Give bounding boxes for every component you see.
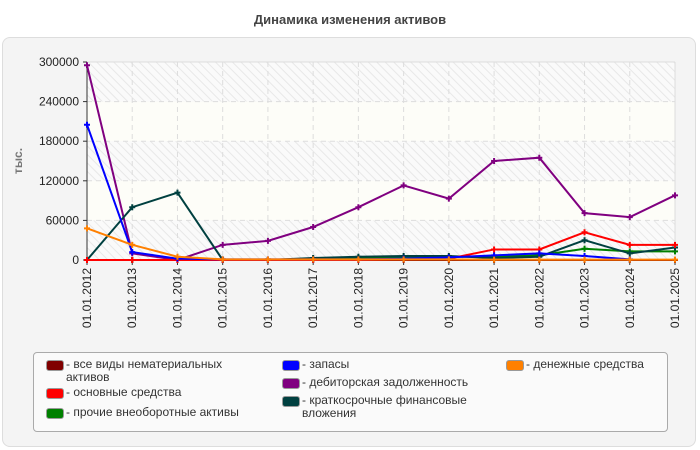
y-tick-label: 120000 — [39, 174, 79, 188]
data-point — [84, 62, 90, 69]
legend-label: - все виды нематериальных активов — [66, 357, 223, 384]
x-tick-label: 01.01.2018 — [351, 268, 365, 328]
data-point — [400, 256, 407, 263]
data-point — [491, 256, 498, 263]
data-point — [174, 189, 181, 196]
x-tick-label: 01.01.2021 — [487, 268, 501, 328]
x-tick-label: 01.01.2015 — [216, 268, 230, 328]
data-point — [536, 154, 543, 161]
y-axis-label: тыс. — [11, 148, 25, 174]
x-tick-label: 01.01.2023 — [578, 268, 592, 328]
x-tick-label: 01.01.2024 — [623, 268, 637, 328]
legend-label: - основные средства — [66, 385, 182, 399]
plot-band — [87, 141, 675, 181]
x-tick-label: 01.01.2019 — [397, 268, 411, 328]
legend-label: - дебиторская задолженность — [302, 375, 469, 389]
data-point — [536, 250, 543, 257]
legend-label: - краткосрочные финансовые вложения — [302, 393, 467, 420]
plot-band — [87, 62, 675, 102]
data-point — [672, 192, 678, 199]
y-tick-label: 0 — [72, 253, 79, 267]
legend-swatch — [282, 396, 300, 407]
plot-band — [87, 101, 675, 142]
data-point — [626, 256, 633, 263]
legend-swatch — [282, 378, 300, 389]
data-point — [581, 237, 588, 244]
legend-item: - запасы — [282, 358, 507, 371]
data-point — [581, 256, 588, 263]
y-tick-label: 300000 — [39, 55, 79, 69]
legend-label: - прочие внеоборотные активы — [66, 405, 239, 419]
data-point — [84, 257, 90, 263]
legend-swatch — [46, 360, 64, 371]
x-tick-label: 01.01.2014 — [170, 268, 184, 328]
y-tick-label: 180000 — [39, 134, 79, 148]
data-point — [84, 225, 90, 232]
data-point — [129, 241, 136, 248]
data-point — [445, 256, 452, 263]
legend: - все виды нематериальных активов - основ… — [33, 352, 668, 432]
series-6 — [84, 225, 678, 263]
data-point — [219, 241, 226, 248]
data-point — [219, 256, 226, 263]
legend-swatch — [46, 408, 64, 419]
x-tick-label: 01.01.2020 — [442, 268, 456, 328]
data-point — [129, 249, 136, 256]
legend-item: - основные средства — [46, 386, 266, 399]
x-tick-label: 01.01.2022 — [532, 268, 546, 328]
data-point — [581, 210, 588, 217]
data-point — [129, 204, 136, 211]
legend-swatch — [282, 360, 300, 371]
data-point — [84, 121, 90, 128]
series-line — [86, 227, 675, 261]
data-point — [672, 256, 678, 263]
data-point — [445, 195, 452, 202]
data-point — [355, 204, 362, 211]
data-point — [672, 241, 678, 248]
legend-swatch — [506, 360, 524, 371]
data-point — [174, 253, 181, 260]
legend-label: - денежные средства — [526, 357, 644, 371]
legend-swatch — [46, 388, 64, 399]
x-tick-label: 01.01.2013 — [125, 268, 139, 328]
x-tick-label: 01.01.2012 — [80, 268, 94, 328]
series-line — [86, 191, 676, 261]
data-point — [626, 214, 633, 221]
data-point — [581, 229, 588, 236]
data-point — [491, 158, 498, 164]
plot-band — [87, 220, 675, 260]
data-point — [626, 241, 633, 248]
chart-title: Динамика изменения активов — [253, 12, 447, 27]
y-tick-label: 240000 — [39, 95, 79, 109]
data-point — [581, 245, 588, 252]
y-tick-label: 60000 — [46, 213, 80, 227]
legend-item: - денежные средства — [506, 358, 664, 371]
data-point — [491, 246, 498, 253]
plot-band — [87, 180, 675, 221]
legend-item: - краткосрочные финансовые вложения — [282, 394, 507, 420]
data-point — [310, 256, 317, 263]
legend-item: - все виды нематериальных активов — [46, 358, 266, 384]
data-point — [129, 257, 136, 263]
x-tick-label: 01.01.2017 — [306, 268, 320, 328]
data-point — [355, 256, 362, 263]
data-point — [400, 182, 407, 189]
x-tick-label: 01.01.2016 — [261, 268, 275, 328]
data-point — [310, 224, 317, 230]
legend-item: - прочие внеоборотные активы — [46, 406, 266, 419]
data-point — [264, 256, 271, 263]
data-point — [626, 250, 633, 257]
data-point — [536, 256, 543, 263]
x-tick-label: 01.01.2025 — [668, 268, 682, 328]
legend-label: - запасы — [302, 357, 350, 371]
data-point — [264, 237, 271, 244]
legend-item: - дебиторская задолженность — [282, 376, 507, 389]
